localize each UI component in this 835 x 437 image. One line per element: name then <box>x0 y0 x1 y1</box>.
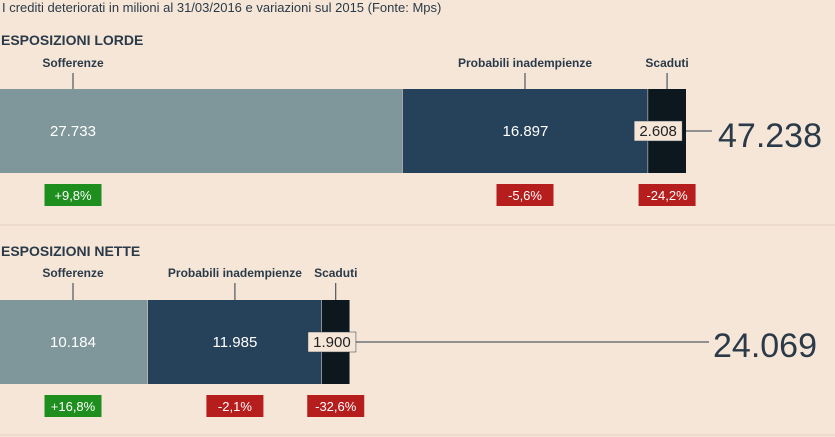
change-badge <box>44 395 102 417</box>
change-label: -32,6% <box>315 399 357 414</box>
value-box <box>307 331 357 353</box>
category-label: Scaduti <box>314 266 357 280</box>
nette-bar-group: Sofferenze 10.184 +16,8% Probabili inadempi… <box>0 266 817 417</box>
lorde-bar-group: Sofferenze 27.733 +9,8% Probabili inadempie… <box>0 56 822 206</box>
total-value: 24.069 <box>713 327 817 365</box>
change-badge <box>44 184 102 206</box>
bar-value-label: 2.608 <box>639 123 677 140</box>
change-badge <box>496 184 554 206</box>
bar-segment <box>402 89 649 173</box>
bar-segment <box>0 300 148 384</box>
change-badge <box>307 395 365 417</box>
chart-subtitle: I crediti deteriorati in milioni al 31/0… <box>2 0 441 15</box>
change-label: -24,2% <box>646 188 688 203</box>
category-label: Probabili inadempienze <box>458 56 592 70</box>
bar-segment <box>147 300 322 384</box>
bar-value-label: 1.900 <box>313 334 351 351</box>
bar-segment <box>0 89 403 173</box>
total-value: 47.238 <box>718 117 822 155</box>
category-label: Probabili inadempienze <box>168 266 302 280</box>
section-title-lorde: ESPOSIZIONI LORDE <box>1 32 143 48</box>
category-label: Scaduti <box>645 56 688 70</box>
bar-value-label: 10.184 <box>50 334 96 351</box>
bar-value-label: 16.897 <box>502 123 548 140</box>
change-label: +16,8% <box>51 399 96 414</box>
change-label: +9,8% <box>54 188 92 203</box>
value-box <box>633 120 683 142</box>
change-label: -2,1% <box>218 399 252 414</box>
bar-value-label: 11.985 <box>213 334 258 351</box>
category-label: Sofferenze <box>42 266 104 280</box>
change-badge <box>206 395 264 417</box>
category-label: Sofferenze <box>42 56 104 70</box>
section-title-nette: ESPOSIZIONI NETTE <box>1 243 140 259</box>
bar-value-label: 27.733 <box>50 123 96 140</box>
change-badge <box>638 184 696 206</box>
change-label: -5,6% <box>508 188 542 203</box>
